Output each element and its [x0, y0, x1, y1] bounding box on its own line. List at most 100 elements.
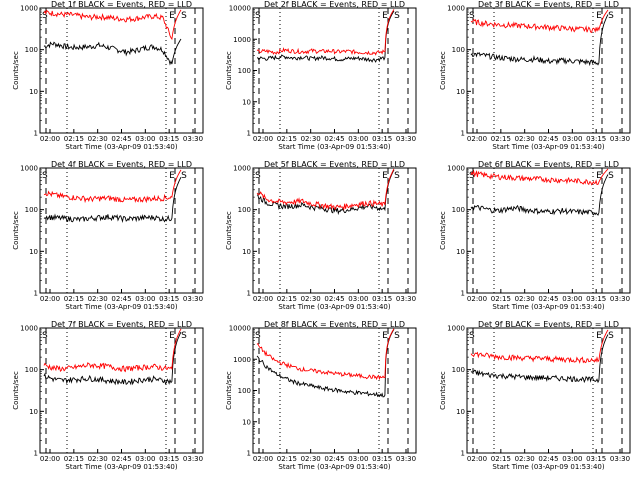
y-tick-label: 10000 — [229, 325, 251, 333]
y-tick-label: 1 — [461, 450, 465, 458]
y-tick-label: 1 — [34, 290, 38, 298]
x-axis-label: Start Time (03-Apr-09 01:53:40) — [65, 303, 177, 311]
chart-panel-4: Det 4f BLACK = Events, RED = LLD 1 10 100 10… — [12, 160, 204, 311]
chart-title: Det 9f BLACK = Events, RED = LLD — [478, 320, 619, 329]
plot-frame — [252, 7, 417, 134]
x-tick-label: 03:00 — [562, 295, 582, 303]
x-tick-label: 02:00 — [253, 135, 273, 143]
series-line-lld — [43, 328, 182, 373]
y-tick-label: 1000 — [447, 325, 465, 333]
x-tick-label: 03:00 — [135, 455, 155, 463]
chart-panel-6: Det 6f BLACK = Events, RED = LLD 1 10 100 10… — [439, 160, 631, 311]
y-tick-label: 1 — [247, 130, 251, 138]
x-tick-label: 03:00 — [348, 455, 368, 463]
x-tick-label: 03:15 — [159, 135, 179, 143]
y-tick-label: 100 — [452, 46, 465, 54]
x-tick-label: 03:30 — [610, 455, 630, 463]
x-tick-label: 02:30 — [515, 135, 535, 143]
marker-e: E — [382, 171, 388, 181]
x-tick-label: 03:30 — [396, 455, 416, 463]
x-tick-label: 03:30 — [396, 135, 416, 143]
chart-panel-2: Det 2f BLACK = Events, RED = LLD 1 10 100 10… — [225, 0, 417, 151]
plot-frame — [39, 327, 204, 454]
x-tick-label: 03:00 — [348, 135, 368, 143]
marker-s-start: S — [255, 171, 261, 181]
x-axis-label: Start Time (03-Apr-09 01:53:40) — [492, 143, 604, 151]
x-tick-label: 02:30 — [301, 455, 321, 463]
x-tick-label: 03:15 — [372, 455, 392, 463]
y-tick-label: 1000 — [233, 356, 251, 364]
y-axis-label: Counts/sec — [225, 211, 233, 250]
y-axis-label: Counts/sec — [225, 371, 233, 410]
series-line-events — [256, 329, 395, 398]
marker-s: S — [608, 331, 614, 341]
x-tick-label: 02:00 — [40, 455, 60, 463]
marker-s-start: S — [42, 11, 48, 21]
series-line-lld — [256, 168, 395, 211]
y-tick-label: 10 — [29, 248, 38, 256]
marker-s: S — [608, 11, 614, 21]
series-line-events — [257, 10, 395, 63]
x-tick-label: 03:30 — [610, 135, 630, 143]
chart-title: Det 2f BLACK = Events, RED = LLD — [264, 0, 405, 9]
marker-e: E — [169, 331, 175, 341]
marker-s-start: S — [255, 331, 261, 341]
plot-frame — [39, 167, 204, 294]
x-tick-label: 02:45 — [324, 455, 344, 463]
series-line-events — [43, 38, 182, 66]
series-line-events — [470, 334, 609, 384]
y-tick-label: 10 — [242, 418, 251, 426]
x-tick-label: 03:00 — [135, 295, 155, 303]
y-axis-label: Counts/sec — [439, 51, 447, 90]
series-line-lld — [256, 328, 395, 381]
x-tick-label: 02:15 — [64, 135, 84, 143]
chart-panel-1: Det 1f BLACK = Events, RED = LLD 1 10 100 10… — [12, 0, 204, 151]
plot-frame — [466, 327, 631, 454]
x-tick-label: 03:30 — [183, 455, 203, 463]
chart-title: Det 1f BLACK = Events, RED = LLD — [51, 0, 192, 9]
y-tick-label: 1 — [247, 290, 251, 298]
x-tick-label: 02:15 — [491, 295, 511, 303]
series-line-lld — [43, 169, 182, 204]
marker-s: S — [394, 11, 400, 21]
x-tick-label: 02:30 — [88, 295, 108, 303]
x-tick-label: 02:15 — [491, 135, 511, 143]
marker-e: E — [169, 11, 175, 21]
y-tick-label: 1000 — [233, 36, 251, 44]
x-tick-label: 02:00 — [467, 455, 487, 463]
series-line-events — [43, 176, 182, 224]
chart-title: Det 5f BLACK = Events, RED = LLD — [264, 160, 405, 169]
series-line-events — [470, 174, 609, 216]
y-tick-label: 1000 — [447, 165, 465, 173]
y-tick-label: 100 — [238, 206, 251, 214]
marker-s-start: S — [255, 11, 261, 21]
x-axis-label: Start Time (03-Apr-09 01:53:40) — [65, 143, 177, 151]
marker-s: S — [394, 171, 400, 181]
chart-panel-3: Det 3f BLACK = Events, RED = LLD 1 10 100 10… — [439, 0, 631, 151]
x-tick-label: 02:30 — [88, 455, 108, 463]
y-tick-label: 10 — [242, 98, 251, 106]
marker-s-start: S — [42, 331, 48, 341]
x-tick-label: 02:30 — [301, 135, 321, 143]
marker-s: S — [608, 171, 614, 181]
y-tick-label: 1000 — [447, 5, 465, 13]
plot-frame — [252, 167, 417, 294]
y-axis-label: Counts/sec — [12, 371, 20, 410]
x-tick-label: 02:15 — [277, 295, 297, 303]
x-axis-label: Start Time (03-Apr-09 01:53:40) — [278, 303, 390, 311]
y-tick-label: 100 — [25, 206, 38, 214]
marker-s-start: S — [469, 331, 475, 341]
x-tick-label: 03:00 — [562, 455, 582, 463]
x-tick-label: 03:30 — [183, 295, 203, 303]
chart-panel-5: Det 5f BLACK = Events, RED = LLD 1 10 100 10… — [225, 160, 417, 311]
y-tick-label: 100 — [238, 67, 251, 75]
y-axis-label: Counts/sec — [439, 371, 447, 410]
x-tick-label: 02:30 — [515, 455, 535, 463]
x-tick-label: 03:00 — [562, 135, 582, 143]
marker-s: S — [394, 331, 400, 341]
x-tick-label: 02:45 — [538, 455, 558, 463]
series-line-lld — [470, 168, 609, 186]
x-tick-label: 02:15 — [277, 135, 297, 143]
marker-e: E — [596, 11, 602, 21]
chart-panel-7: Det 7f BLACK = Events, RED = LLD 1 10 100 10… — [12, 320, 204, 471]
